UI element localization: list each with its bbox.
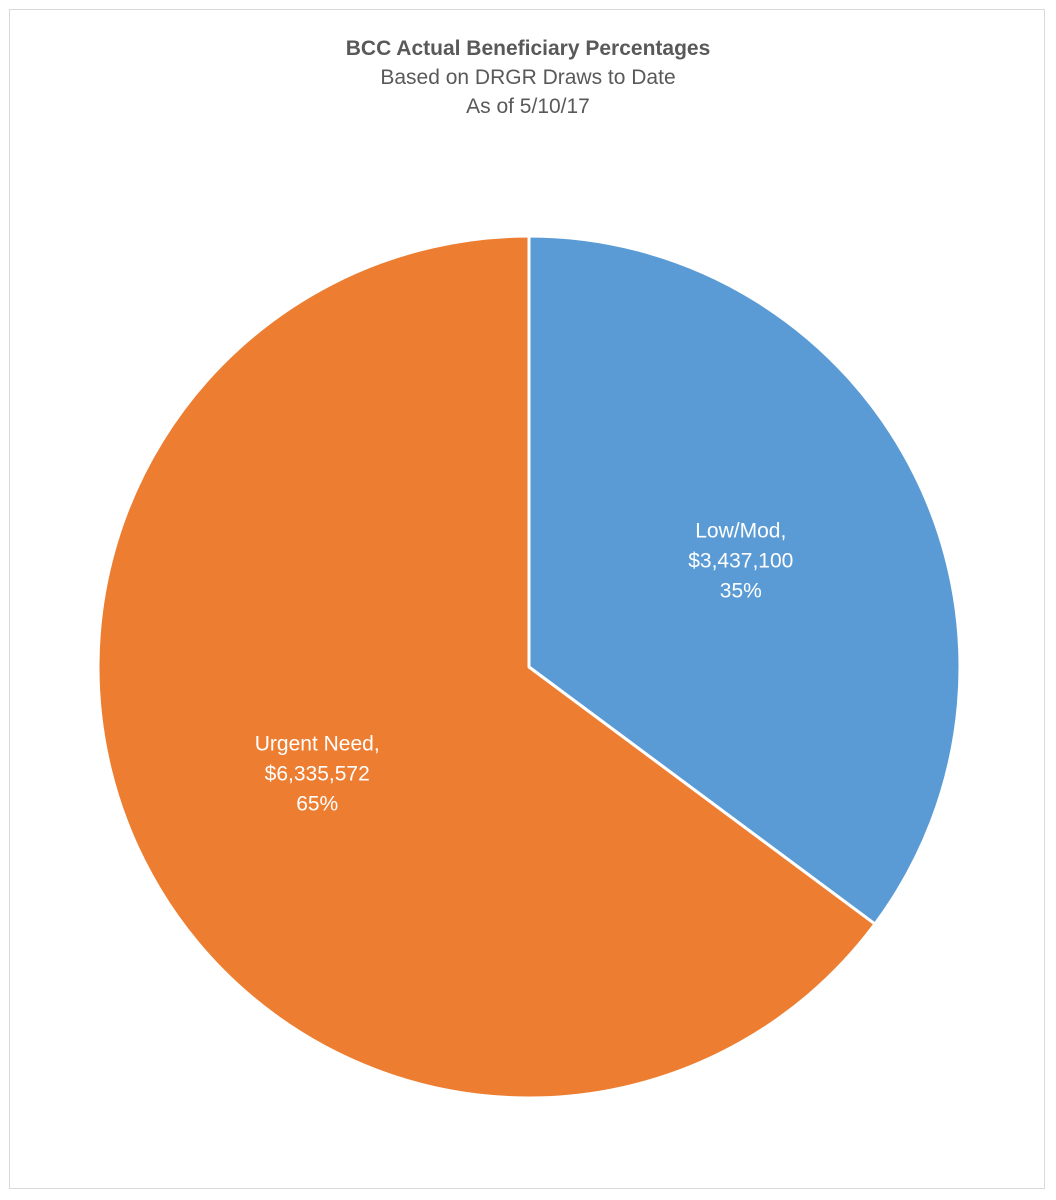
chart-subtitle-line-1: Based on DRGR Draws to Date xyxy=(380,66,676,89)
data-label-urgent-need: Urgent Need, $6,335,572 65% xyxy=(255,732,380,815)
chart-subtitle-line-2: As of 5/10/17 xyxy=(466,95,590,118)
chart-title-block: BCC Actual Beneficiary Percentages Based… xyxy=(0,34,1056,121)
chart-title: BCC Actual Beneficiary Percentages xyxy=(345,37,711,60)
data-label-low-mod: Low/Mod, $3,437,100 35% xyxy=(688,520,793,603)
pie-slice-low-mod xyxy=(527,234,962,926)
pie-data-labels: Low/Mod, $3,437,100 35% Urgent Need, $6,335,… xyxy=(255,520,794,816)
pie-slices xyxy=(96,234,962,1100)
pie-slice-urgent-need xyxy=(96,234,877,1100)
